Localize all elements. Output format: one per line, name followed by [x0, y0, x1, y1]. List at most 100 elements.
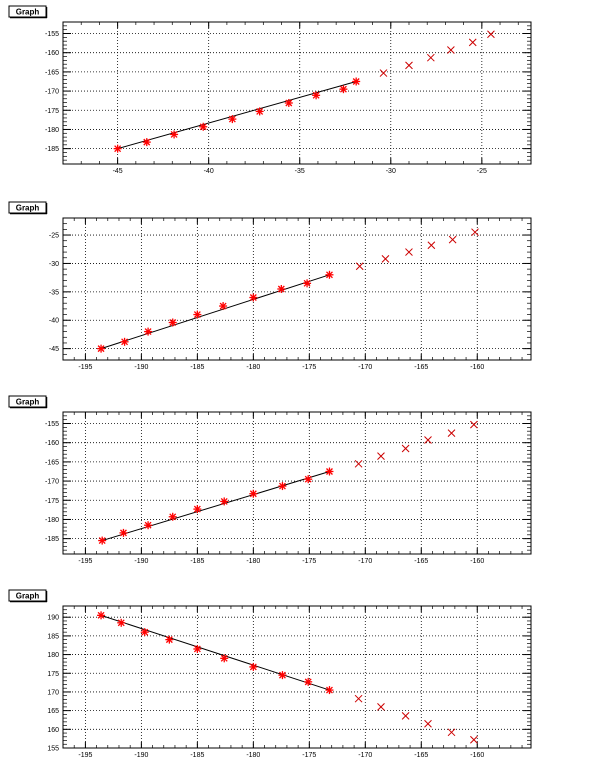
plot-frame: [62, 411, 532, 555]
star-marker: [193, 644, 202, 653]
x-tick-label: -190: [134, 558, 148, 565]
star-marker: [325, 270, 334, 279]
x-tick-label: -180: [246, 558, 260, 565]
y-tick-label: -40: [49, 318, 59, 325]
cross-marker: [405, 248, 413, 256]
star-marker: [113, 144, 122, 153]
x-tick-label: -165: [414, 558, 428, 565]
star-marker: [97, 344, 106, 353]
star-marker: [339, 85, 348, 94]
star-marker: [199, 122, 208, 131]
y-tick-label: -160: [45, 440, 59, 447]
plot-frame: [62, 605, 532, 749]
star-marker: [255, 107, 264, 116]
graph-panel-1: Graph -45 -40 -35 -30 -25 -155 -160 -165 -170 -175…: [8, 5, 532, 175]
graph-panel-3: Graph -195 -190 -185 -180 -175 -170 -165 -160 -15…: [8, 395, 532, 565]
y-tick-label: -170: [45, 479, 59, 486]
x-tick-label: -175: [302, 364, 316, 371]
x-tick-label: -160: [470, 752, 484, 759]
cross-marker: [487, 30, 495, 39]
plot-frame: [62, 217, 532, 361]
cross-marker: [354, 459, 363, 468]
y-tick-label: -175: [45, 108, 59, 115]
x-tick-label: -35: [295, 168, 305, 175]
cross-marker: [377, 452, 385, 460]
x-tick-label: -185: [190, 752, 204, 759]
y-tick-label: 170: [47, 689, 59, 696]
y-tick-label: -30: [49, 261, 59, 268]
y-tick-label: 185: [47, 633, 59, 640]
y-tick-label: -165: [45, 69, 59, 76]
star-marker: [278, 482, 287, 491]
star-marker: [304, 475, 313, 484]
cross-marker: [355, 262, 364, 271]
star-marker: [119, 528, 128, 537]
title-box: Graph: [8, 5, 48, 19]
x-tick-label: -45: [113, 168, 123, 175]
cross-marker: [405, 61, 413, 70]
y-tick-label: 180: [47, 652, 59, 659]
y-tick-label: 175: [47, 671, 59, 678]
y-tick-label: -185: [45, 536, 59, 543]
cross-marker: [377, 703, 385, 711]
star-marker: [352, 77, 361, 86]
title-box: Graph: [8, 395, 48, 409]
cross-marker: [379, 69, 388, 77]
x-tick-label: -180: [246, 364, 260, 371]
y-tick-label: -155: [45, 421, 59, 428]
y-tick-label: -180: [45, 517, 59, 524]
star-marker: [170, 130, 179, 139]
star-marker: [193, 310, 202, 319]
cross-marker: [470, 735, 478, 744]
cross-marker: [447, 728, 456, 737]
cross-marker: [381, 255, 390, 263]
graph-panel-4: Graph -195 -190 -185 -180 -175 -170 -165 -160 190…: [8, 589, 532, 759]
graph-title: Graph: [16, 8, 40, 17]
x-tick-label: -30: [386, 168, 396, 175]
star-marker: [98, 536, 107, 545]
y-tick-label: -180: [45, 127, 59, 134]
star-marker: [220, 654, 229, 663]
star-marker: [97, 611, 106, 620]
cross-marker: [427, 241, 436, 250]
star-marker: [168, 318, 177, 327]
title-box: Graph: [8, 589, 48, 603]
x-tick-label: -195: [78, 364, 92, 371]
y-tick-label: -160: [45, 50, 59, 57]
star-marker: [193, 505, 202, 514]
star-marker: [249, 293, 258, 302]
cross-marker: [401, 712, 410, 720]
cross-marker: [471, 228, 479, 237]
x-tick-label: -160: [470, 364, 484, 371]
star-marker: [278, 671, 287, 680]
y-tick-label: 165: [47, 708, 59, 715]
x-tick-label: -170: [358, 364, 372, 371]
x-tick-label: -190: [134, 752, 148, 759]
y-tick-label: 155: [47, 746, 59, 753]
x-tick-label: -185: [190, 558, 204, 565]
cross-marker: [468, 38, 477, 47]
x-tick-label: -185: [190, 364, 204, 371]
fit-line: [100, 274, 330, 350]
x-tick-label: -175: [302, 752, 316, 759]
x-tick-label: -25: [477, 168, 487, 175]
graph-title: Graph: [16, 204, 40, 213]
x-tick-label: -160: [470, 558, 484, 565]
graph-title: Graph: [16, 398, 40, 407]
x-tick-label: -170: [358, 752, 372, 759]
star-marker: [142, 138, 151, 147]
graph-title: Graph: [16, 592, 40, 601]
x-tick-label: -40: [204, 168, 214, 175]
cross-marker: [447, 429, 456, 437]
star-marker: [312, 91, 321, 100]
star-marker: [144, 327, 153, 336]
x-tick-label: -175: [302, 558, 316, 565]
star-marker: [228, 115, 237, 124]
fit-line: [102, 471, 330, 542]
star-marker: [249, 662, 258, 671]
star-marker: [120, 337, 129, 346]
x-tick-label: -195: [78, 558, 92, 565]
plot-frame: [62, 21, 532, 165]
fit-line: [117, 81, 357, 150]
x-tick-label: -195: [78, 752, 92, 759]
